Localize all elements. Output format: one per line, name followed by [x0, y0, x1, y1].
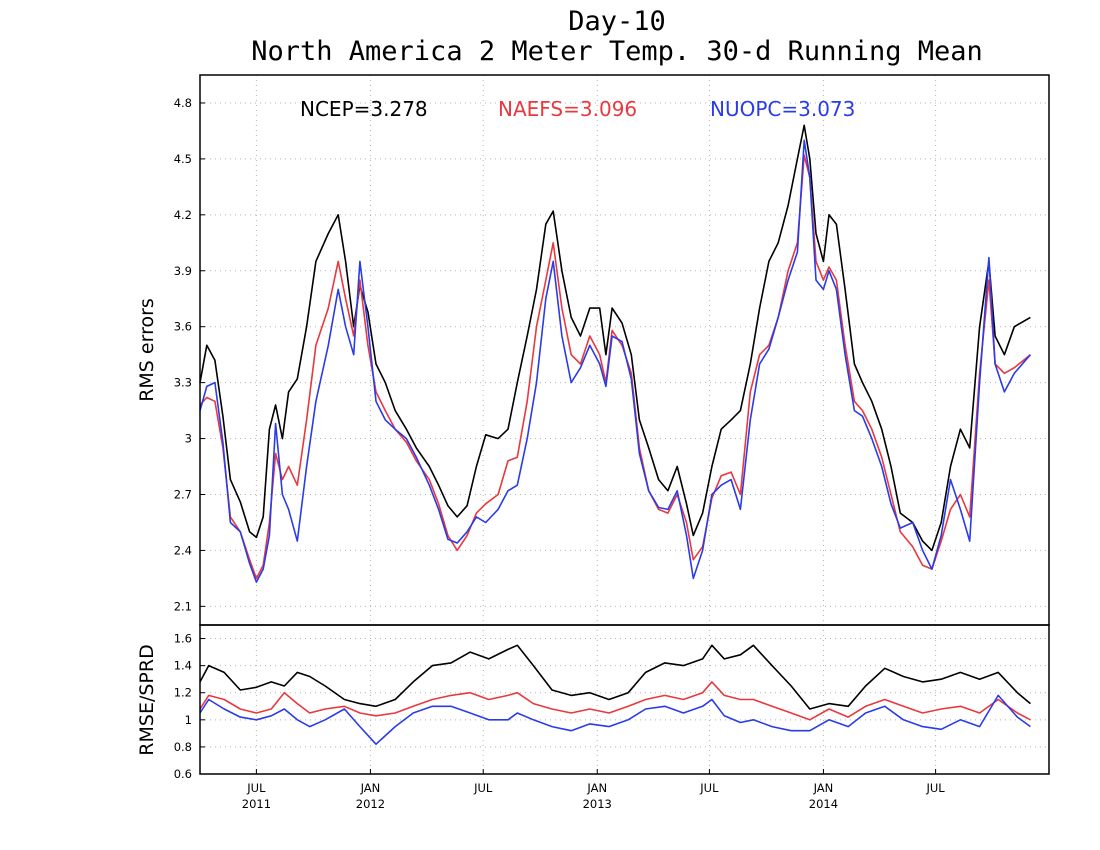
x-tick-month-label: JAN [813, 781, 834, 795]
top-y-tick-label: 3.6 [174, 320, 192, 334]
bottom-y-tick-label: 0.6 [174, 767, 192, 781]
bottom-y-tick-label: 1.4 [174, 659, 192, 673]
top-y-tick-label: 4.8 [174, 96, 192, 110]
bottom-y-tick-label: 1 [185, 713, 192, 727]
top-y-tick-label: 3.9 [174, 264, 192, 278]
top-series-ncep-line [199, 124, 1031, 552]
x-tick-year-label: 2014 [809, 797, 838, 811]
x-tick-month-label: JUL [925, 781, 945, 795]
top-series-naefs-line [199, 154, 1031, 580]
top-y-tick-label: 2.7 [174, 487, 192, 501]
top-panel-y-ticks: 2.1 2.4 2.7 3 3.3 3.6 3.9 4.2 4.5 4.8 [174, 96, 205, 613]
legend-ncep: NCEP=3.278 [300, 97, 428, 121]
top-y-axis-label: RMS errors [136, 298, 158, 402]
bottom-panel-gridlines [200, 625, 1049, 774]
bottom-y-tick-label: 1.6 [174, 632, 192, 646]
top-series-nuopc-line [199, 139, 1032, 583]
x-axis-ticks: JUL 2011 JAN 2012 JUL JAN 2013 JUL JAN 2014 JUL [242, 769, 945, 811]
chart-subtitle: North America 2 Meter Temp. 30-d Running… [251, 36, 983, 67]
top-panel-series [199, 124, 1032, 583]
bottom-panel-y-ticks: 0.6 0.8 1 1.2 1.4 1.6 [174, 632, 205, 781]
top-y-tick-label: 3.3 [174, 376, 192, 390]
bottom-y-axis-label: RMSE/SPRD [136, 644, 158, 755]
x-tick-year-label: 2011 [242, 797, 271, 811]
x-tick-month-label: JUL [699, 781, 719, 795]
chart-title: Day-10 [568, 6, 666, 37]
x-tick-month-label: JUL [246, 781, 266, 795]
x-tick-month-label: JAN [586, 781, 607, 795]
x-tick-year-label: 2013 [583, 797, 612, 811]
x-tick-month-label: JUL [473, 781, 493, 795]
bottom-y-tick-label: 1.2 [174, 686, 192, 700]
bottom-y-tick-label: 0.8 [174, 740, 192, 754]
top-y-tick-label: 4.2 [174, 208, 192, 222]
top-y-tick-label: 3 [185, 432, 192, 446]
x-tick-month-label: JAN [360, 781, 381, 795]
bottom-series-naefs-line [199, 681, 1031, 721]
x-tick-year-label: 2012 [356, 797, 385, 811]
bottom-series-nuopc-line [199, 694, 1031, 745]
bottom-panel-series [199, 644, 1031, 745]
top-y-tick-label: 4.5 [174, 152, 192, 166]
top-y-tick-label: 2.1 [174, 599, 192, 613]
top-y-tick-label: 2.4 [174, 543, 192, 557]
legend-nuopc: NUOPC=3.073 [710, 97, 855, 121]
bottom-series-ncep-line [199, 644, 1031, 710]
legend-naefs: NAEFS=3.096 [498, 97, 637, 121]
bottom-panel-frame [199, 624, 1050, 775]
